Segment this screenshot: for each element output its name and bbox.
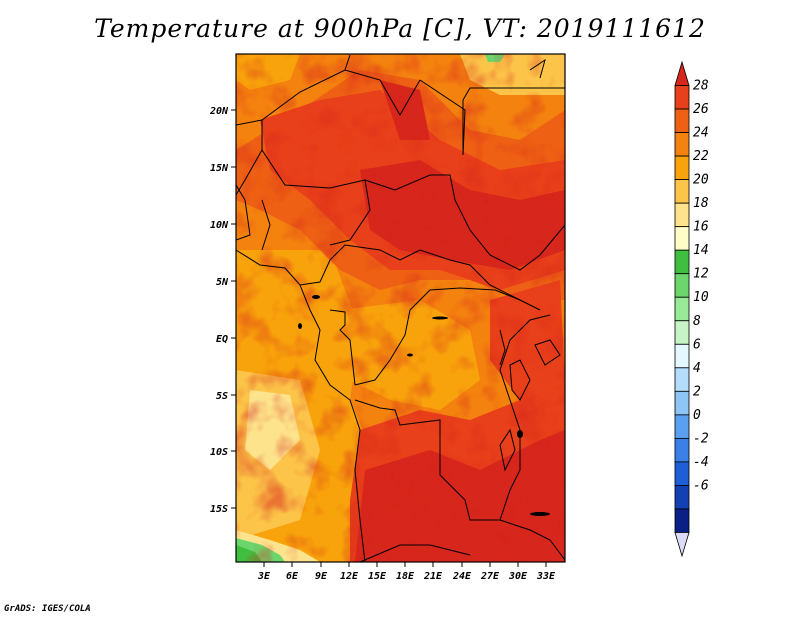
colorbar-swatch xyxy=(674,508,690,533)
colorbar-label: -4 xyxy=(693,455,709,470)
colorbar-label: -2 xyxy=(693,431,709,446)
colorbar-label: 4 xyxy=(693,361,701,376)
colorbar-swatch xyxy=(674,296,690,322)
lon-label: 12E xyxy=(340,571,359,582)
colorbar-swatch xyxy=(674,485,690,510)
lon-label: 24E xyxy=(452,571,472,582)
longitude-axis: 3E 6E 9E 12E 15E 18E 21E 24E 27E 30E 33E xyxy=(257,562,556,582)
colorbar-swatch xyxy=(674,249,690,275)
colorbar-label: -6 xyxy=(693,478,709,493)
colorbar-swatch xyxy=(674,461,690,486)
lat-label: 10S xyxy=(210,447,228,458)
temperature-field xyxy=(236,54,565,562)
colorbar-label: 0 xyxy=(693,408,701,423)
colorbar-label: 24 xyxy=(693,126,709,141)
colorbar-label: 6 xyxy=(693,337,701,352)
colorbar-swatch xyxy=(674,273,690,298)
lon-label: 30E xyxy=(508,571,528,582)
colorbar-swatch xyxy=(674,437,690,463)
lat-label: 15N xyxy=(210,163,229,174)
lat-label: 5N xyxy=(216,277,229,288)
colorbar-swatch xyxy=(674,60,690,86)
colorbar-label: 28 xyxy=(693,79,709,94)
lakes xyxy=(298,295,550,516)
colorbar-label: 14 xyxy=(693,243,709,258)
colorbar-swatch xyxy=(674,202,690,228)
colorbar-swatch xyxy=(674,320,690,345)
colorbar-swatch xyxy=(674,108,690,133)
lat-label: 10N xyxy=(210,220,229,231)
colorbar-label: 8 xyxy=(693,314,701,329)
colorbar-swatch xyxy=(674,155,690,181)
grads-credit: GrADS: IGES/COLA xyxy=(4,604,91,614)
colorbar-swatch xyxy=(674,390,690,416)
colorbar-swatch xyxy=(674,414,690,439)
colorbar-label: 10 xyxy=(693,290,709,305)
country-borders xyxy=(236,54,565,562)
map-frame xyxy=(235,53,566,563)
colorbar-label: 2 xyxy=(693,384,701,399)
lon-label: 21E xyxy=(423,571,443,582)
colorbar-swatch xyxy=(674,343,690,369)
lon-label: 3E xyxy=(257,571,271,582)
colorbar-label: 20 xyxy=(693,173,709,188)
lon-label: 15E xyxy=(368,571,387,582)
colorbar-label: 22 xyxy=(693,149,709,164)
colorbar-swatch xyxy=(674,179,690,204)
latitude-axis: 20N 15N 10N 5N EQ 5S 10S 15S xyxy=(209,106,236,515)
lon-label: 6E xyxy=(286,571,299,582)
colorbar-label: 18 xyxy=(693,196,709,211)
colorbar-swatch xyxy=(674,226,690,251)
lon-label: 27E xyxy=(480,571,500,582)
colorbar-swatch xyxy=(674,532,690,558)
map-title: Temperature at 900hPa [C], VT: 201911161… xyxy=(94,14,706,43)
colorbar-swatch xyxy=(674,85,690,110)
lon-label: 33E xyxy=(536,571,556,582)
lat-label: 5S xyxy=(216,391,228,402)
colorbar-label: 12 xyxy=(693,267,709,282)
lat-label: 15S xyxy=(210,504,228,515)
lat-label: EQ xyxy=(216,334,228,345)
colorbar-label: 16 xyxy=(693,220,709,235)
lat-label: 20N xyxy=(209,106,229,117)
lon-label: 9E xyxy=(315,571,328,582)
lon-label: 18E xyxy=(396,571,415,582)
colorbar-swatch xyxy=(674,367,690,392)
colorbar-swatch xyxy=(674,132,690,157)
colorbar-label: 26 xyxy=(693,102,709,117)
